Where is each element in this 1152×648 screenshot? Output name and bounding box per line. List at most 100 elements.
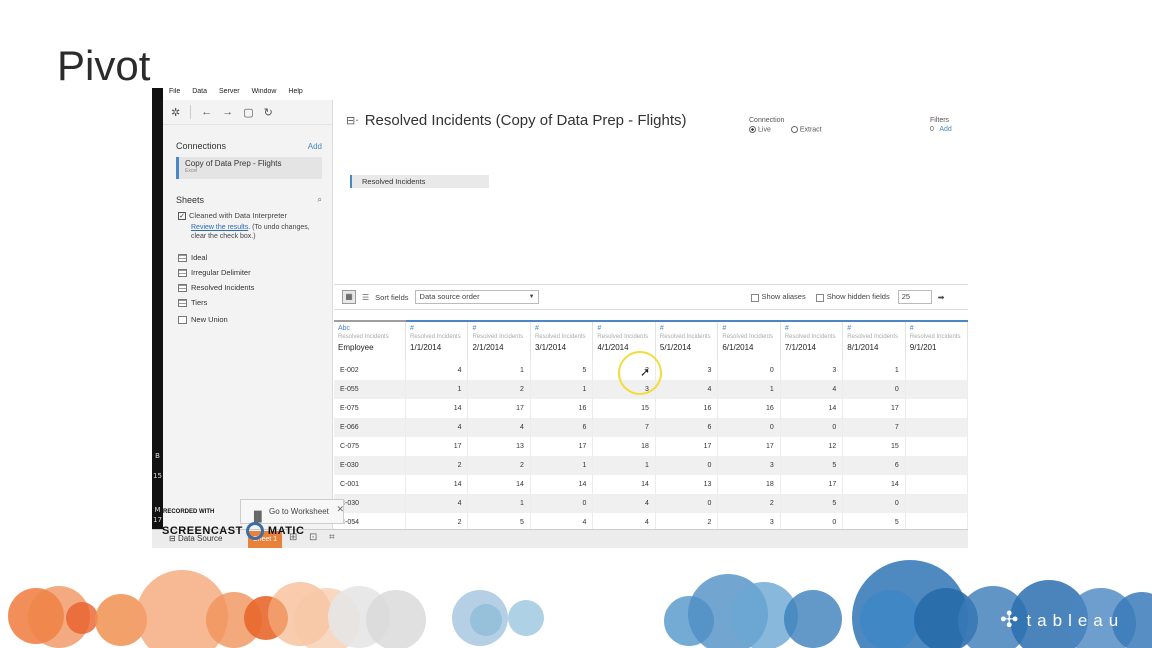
add-connection-link[interactable]: Add xyxy=(307,141,322,151)
sheets-label: Sheets xyxy=(176,195,205,205)
table-cell: 1 xyxy=(717,380,781,399)
table-cell: 4 xyxy=(405,494,469,513)
sort-fields-select[interactable]: Data source order ▼ xyxy=(414,290,539,304)
sheet-item-tiers[interactable]: Tiers xyxy=(163,295,332,310)
go-to-worksheet-label: Go to Worksheet xyxy=(269,507,329,516)
table-cell: 7 xyxy=(842,418,906,437)
show-hidden-option[interactable]: Show hidden fields xyxy=(815,292,890,302)
table-cell: 16 xyxy=(530,399,594,418)
close-icon[interactable]: ✕ xyxy=(336,504,344,514)
table-cell: 7 xyxy=(592,418,656,437)
menu-data[interactable]: Data xyxy=(192,88,208,95)
search-icon[interactable]: ⌕ xyxy=(317,195,322,204)
table-cell: 15 xyxy=(842,437,906,456)
show-aliases-option[interactable]: Show aliases xyxy=(750,292,806,302)
extract-option[interactable]: Extract xyxy=(790,126,822,134)
table-cell: 13 xyxy=(655,475,719,494)
menu-help[interactable]: Help xyxy=(288,88,303,95)
table-cell: 6 xyxy=(842,456,906,475)
column-header[interactable]: # Resolved Incidents 8/1/2014 xyxy=(842,320,906,361)
connection-item[interactable]: Copy of Data Prep - Flights Excel xyxy=(176,157,322,179)
sheet-item-resolved-incidents[interactable]: Resolved Incidents xyxy=(163,280,332,295)
decorative-bubbles xyxy=(0,560,1152,648)
show-hidden-checkbox[interactable] xyxy=(815,293,824,302)
live-option[interactable]: Live xyxy=(749,126,771,133)
sort-fields-value: Data source order xyxy=(419,292,480,301)
live-radio[interactable] xyxy=(749,126,756,133)
refresh-icon[interactable]: ↻ xyxy=(263,106,273,119)
grid-toolbar: ▦ ☰ Sort fields Data source order ▼ Show … xyxy=(334,284,968,310)
sheet-table-icon xyxy=(178,268,187,277)
new-worksheet-icon[interactable]: ⊞ xyxy=(289,532,298,543)
table-cell: 4 xyxy=(655,380,719,399)
table-cell: 2 xyxy=(405,456,469,475)
extract-label: Extract xyxy=(799,126,822,134)
table-cell: 1 xyxy=(467,361,531,380)
tableau-logo-icon[interactable]: ✲ xyxy=(171,106,181,119)
add-filter-link[interactable]: Add xyxy=(939,126,952,133)
sheet-list: Ideal Irregular Delimiter Resolved Incid… xyxy=(163,250,332,327)
column-header[interactable]: # Resolved Incidents 3/1/2014 xyxy=(530,320,594,361)
show-aliases-label: Show aliases xyxy=(761,292,806,302)
sheet-table-icon xyxy=(178,298,187,307)
data-interpreter-checkbox[interactable]: ✓ xyxy=(178,211,186,220)
video-glyph: B xyxy=(155,452,160,460)
screencast-matic-watermark: SCREENCAST MATIC xyxy=(162,522,304,540)
save-icon[interactable]: ▢ xyxy=(243,106,254,119)
column-header[interactable]: Abc Resolved Incidents Employee xyxy=(334,320,407,361)
rows-input[interactable]: 25 xyxy=(897,290,932,304)
new-story-icon[interactable]: ⌗ xyxy=(329,532,335,543)
go-to-worksheet-tooltip[interactable]: ▐▌ Go to Worksheet ✕ xyxy=(240,499,344,524)
column-header[interactable]: # Resolved Incidents 2/1/2014 xyxy=(467,320,531,361)
table-cell: 5 xyxy=(467,513,531,532)
table-cell: 4 xyxy=(467,418,531,437)
column-header[interactable]: # Resolved Incidents 1/1/2014 xyxy=(405,320,469,361)
table-cell: 2 xyxy=(655,513,719,532)
matic-word: MATIC xyxy=(267,524,305,537)
bubble xyxy=(366,590,426,648)
data-source-name[interactable]: Resolved Incidents (Copy of Data Prep - … xyxy=(364,112,687,129)
sheet-item-ideal[interactable]: Ideal xyxy=(163,250,332,265)
sheet-item-label: Irregular Delimiter xyxy=(191,268,251,277)
menu-file[interactable]: File xyxy=(169,88,181,95)
sheets-header: Sheets ⌕ xyxy=(163,195,332,205)
table-cell: 0 xyxy=(842,380,906,399)
new-union-item[interactable]: New Union xyxy=(163,312,332,327)
review-note-text: . (To undo changes, clear the check box.… xyxy=(191,224,310,240)
sheet-item-irregular-delimiter[interactable]: Irregular Delimiter xyxy=(163,265,332,280)
table-cell: 16 xyxy=(655,399,719,418)
table-row: E-030 2 2 1 1 0 3 5 6 xyxy=(334,456,968,475)
field-type-icon: # xyxy=(597,325,602,332)
tableau-logo-icon: ✣ xyxy=(1000,608,1019,633)
extract-radio[interactable] xyxy=(790,126,798,133)
datasource-icon[interactable]: ⊟· xyxy=(346,114,359,127)
grid-view-icon[interactable]: ▦ xyxy=(342,290,356,304)
column-header[interactable]: # Resolved Incidents 9/1/201 xyxy=(905,320,968,361)
field-name-label: 4/1/2014 xyxy=(597,343,629,352)
table-cell: 6 xyxy=(530,418,594,437)
table-cell xyxy=(905,380,968,399)
data-source-tab[interactable]: ⊟ Data Source xyxy=(169,534,222,543)
menu-window[interactable]: Window xyxy=(251,88,277,95)
forward-arrow-icon[interactable]: → xyxy=(222,106,234,118)
column-header[interactable]: # Resolved Incidents 7/1/2014 xyxy=(780,320,844,361)
menu-bar: File Data Server Window Help xyxy=(163,88,968,100)
table-cell: 0 xyxy=(780,418,844,437)
review-results-link[interactable]: Review the results xyxy=(191,224,249,231)
list-view-icon[interactable]: ☰ xyxy=(362,292,370,302)
field-type-icon: # xyxy=(472,325,477,332)
field-source-label: Resolved Incidents xyxy=(338,334,389,340)
table-cell: 2 xyxy=(467,456,531,475)
column-header[interactable]: # Resolved Incidents 5/1/2014 xyxy=(655,320,719,361)
union-icon xyxy=(178,315,187,324)
new-dashboard-icon[interactable]: ⊡ xyxy=(309,532,318,543)
menu-server[interactable]: Server xyxy=(218,88,240,95)
show-aliases-checkbox[interactable] xyxy=(750,293,759,302)
table-cell xyxy=(905,399,968,418)
arrow-right-icon[interactable]: ➡ xyxy=(937,292,945,302)
column-header[interactable]: # Resolved Incidents 6/1/2014 xyxy=(717,320,781,361)
back-arrow-icon[interactable]: ← xyxy=(201,106,213,118)
review-note: Review the results. (To undo changes, cl… xyxy=(163,223,332,241)
table-pill[interactable]: Resolved Incidents xyxy=(350,175,489,188)
table-cell: E-030 xyxy=(334,456,407,475)
